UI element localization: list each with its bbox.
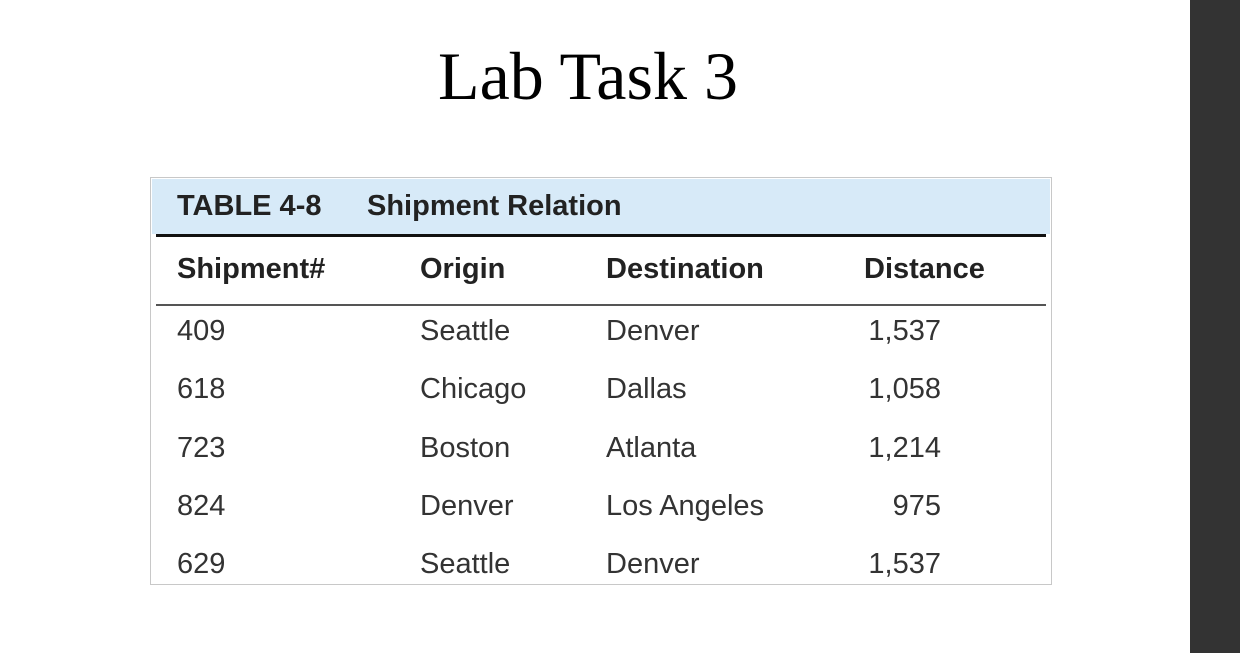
- column-header: Destination: [606, 253, 764, 285]
- table-cell: 1,214: [868, 431, 941, 464]
- table-cell: Seattle: [420, 548, 511, 581]
- table-label: TABLE 4-8: [177, 190, 322, 222]
- caption-band: [152, 179, 1050, 234]
- table-cell: 1,058: [868, 373, 941, 406]
- table-cell: Atlanta: [606, 431, 697, 464]
- sidebar: [1190, 0, 1240, 653]
- table-cell: 723: [177, 431, 226, 464]
- column-header: Origin: [420, 253, 506, 285]
- table-cell: Seattle: [420, 315, 511, 347]
- table-cell: Boston: [420, 431, 511, 464]
- table-cell: 409: [177, 315, 226, 347]
- table-cell: Dallas: [606, 373, 687, 406]
- table-caption: Shipment Relation: [367, 190, 622, 222]
- table-cell: 618: [177, 373, 226, 406]
- table-cell: Chicago: [420, 373, 527, 406]
- table-cell: 1,537: [868, 548, 941, 581]
- rule: [156, 234, 1046, 237]
- table-cell: Denver: [606, 548, 700, 581]
- table-cell: 629: [177, 548, 226, 581]
- table-cell: Denver: [420, 489, 514, 522]
- table-cell: 1,537: [868, 315, 941, 347]
- table-cell: Denver: [606, 315, 700, 347]
- table-cell: Los Angeles: [606, 489, 765, 522]
- column-header: Distance: [864, 253, 985, 285]
- table-cell: 975: [892, 489, 941, 522]
- slide-title: Lab Task 3: [438, 38, 738, 114]
- column-header: Shipment#: [177, 253, 326, 285]
- rule: [156, 304, 1046, 306]
- table-cell: 824: [177, 489, 226, 522]
- table: TABLE 4-8 Shipment Relation Shipment# Ori…: [150, 177, 1052, 585]
